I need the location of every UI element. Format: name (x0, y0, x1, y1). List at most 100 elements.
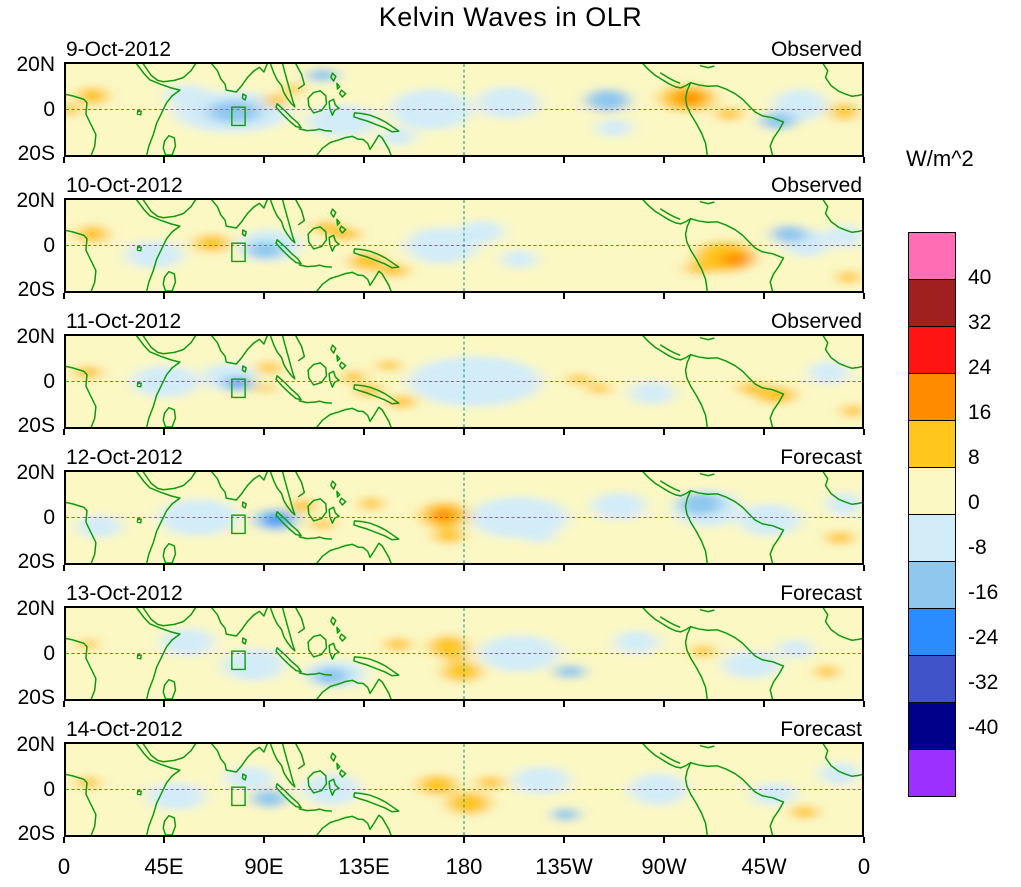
region-box-marker (232, 787, 245, 805)
panel-header: 9-Oct-2012 Observed (64, 36, 864, 62)
panel-body: 20N 0 20S (0, 461, 872, 573)
coastlines (66, 744, 862, 835)
x-tick-mark (263, 429, 265, 435)
y-tick-0: 0 (43, 233, 55, 257)
y-tick-20N: 20N (16, 325, 55, 348)
y-axis-labels: 20N 0 20S (0, 53, 64, 165)
x-tick-mark (463, 157, 465, 163)
x-tick-mark (763, 293, 765, 299)
x-tick-mark (363, 293, 365, 299)
panel-header: 12-Oct-2012 Forecast (64, 444, 864, 470)
panel-body: 20N 0 20S (0, 53, 872, 165)
y-tick-0: 0 (43, 505, 55, 529)
y-tick-20N: 20N (16, 597, 55, 620)
x-axis-label: 90E (244, 854, 284, 879)
x-tick-mark (563, 157, 565, 163)
colorbar-block (908, 279, 956, 327)
x-tick-mark (563, 701, 565, 707)
y-axis-labels: 20N 0 20S (0, 733, 64, 845)
map-box (64, 198, 864, 293)
x-tick-mark (663, 293, 665, 299)
x-axis-label: 135E (338, 854, 390, 879)
region-box-marker (232, 515, 245, 533)
y-tick-20S: 20S (17, 686, 55, 710)
map-panel: 13-Oct-2012 Forecast 20N 0 20S (0, 580, 872, 714)
x-tick-mark (863, 429, 865, 435)
map-panel: 9-Oct-2012 Observed 20N 0 20S (0, 36, 872, 170)
map-plot (66, 200, 862, 291)
map-box (64, 470, 864, 565)
colorbar-tick-label: 8 (968, 446, 980, 469)
map-box (64, 62, 864, 157)
x-tick-mark (263, 157, 265, 163)
x-tick-mark (463, 837, 465, 843)
x-tick-mark (63, 429, 65, 435)
x-tick-mark (663, 429, 665, 435)
panel-mode: Observed (770, 38, 862, 61)
colorbar-block (908, 655, 956, 703)
panel-date: 12-Oct-2012 (66, 446, 183, 469)
colorbar-tick-label: 0 (968, 491, 980, 514)
y-tick-20S: 20S (17, 142, 55, 166)
x-axis-label: 45E (144, 854, 184, 879)
x-tick-mark (163, 293, 165, 299)
panel-header: 11-Oct-2012 Observed (64, 308, 864, 334)
y-tick-0: 0 (43, 97, 55, 121)
panel-mode: Forecast (780, 582, 862, 605)
x-tick-mark (63, 565, 65, 571)
x-tick-mark (563, 429, 565, 435)
x-axis-label: 45W (741, 854, 787, 879)
colorbar-block (908, 702, 956, 750)
x-tick-mark (463, 293, 465, 299)
region-box-marker (232, 107, 245, 125)
x-tick-mark (863, 293, 865, 299)
colorbar-tick-label: -40 (968, 716, 999, 739)
colorbar-block (908, 420, 956, 468)
panels-area: 9-Oct-2012 Observed 20N 0 20S (0, 36, 872, 882)
y-tick-20S: 20S (17, 550, 55, 574)
x-tick-mark (463, 701, 465, 707)
colorbar-block (908, 467, 956, 515)
colorbar-tick-label: -16 (968, 581, 999, 604)
colorbar-block (908, 326, 956, 374)
x-tick-mark (763, 701, 765, 707)
map-box (64, 742, 864, 837)
x-tick-mark (663, 565, 665, 571)
colorbar-tick-label: 40 (968, 266, 992, 289)
x-tick-mark (363, 565, 365, 571)
colorbar-tick-label: 16 (968, 401, 992, 424)
x-tick-mark (863, 701, 865, 707)
x-tick-row (63, 429, 865, 442)
x-tick-mark (563, 565, 565, 571)
y-axis-labels: 20N 0 20S (0, 597, 64, 709)
colorbar-tick-label: 32 (968, 311, 992, 334)
y-tick-0: 0 (43, 641, 55, 665)
y-tick-20S: 20S (17, 414, 55, 438)
x-tick-mark (163, 157, 165, 163)
anomaly-field (66, 64, 862, 155)
x-tick-mark (63, 701, 65, 707)
region-box-marker (232, 243, 245, 261)
y-tick-0: 0 (43, 369, 55, 393)
figure-title: Kelvin Waves in OLR (378, 2, 643, 32)
x-tick-mark (363, 701, 365, 707)
coastlines (66, 608, 862, 699)
x-tick-mark (463, 429, 465, 435)
panel-mode: Observed (770, 310, 862, 333)
panel-date: 13-Oct-2012 (66, 582, 183, 605)
y-tick-20N: 20N (16, 189, 55, 212)
panel-body: 20N 0 20S (0, 733, 872, 845)
x-tick-row (63, 565, 865, 578)
x-tick-mark (263, 837, 265, 843)
x-tick-mark (363, 157, 365, 163)
panels-container: 9-Oct-2012 Observed 20N 0 20S (0, 36, 872, 850)
colorbar-block (908, 514, 956, 562)
x-tick-mark (463, 565, 465, 571)
x-tick-row (63, 157, 865, 170)
panel-body: 20N 0 20S (0, 325, 872, 437)
x-tick-mark (763, 837, 765, 843)
x-axis-label: 0 (857, 854, 871, 879)
y-tick-20N: 20N (16, 53, 55, 76)
x-tick-mark (663, 157, 665, 163)
x-tick-mark (763, 157, 765, 163)
